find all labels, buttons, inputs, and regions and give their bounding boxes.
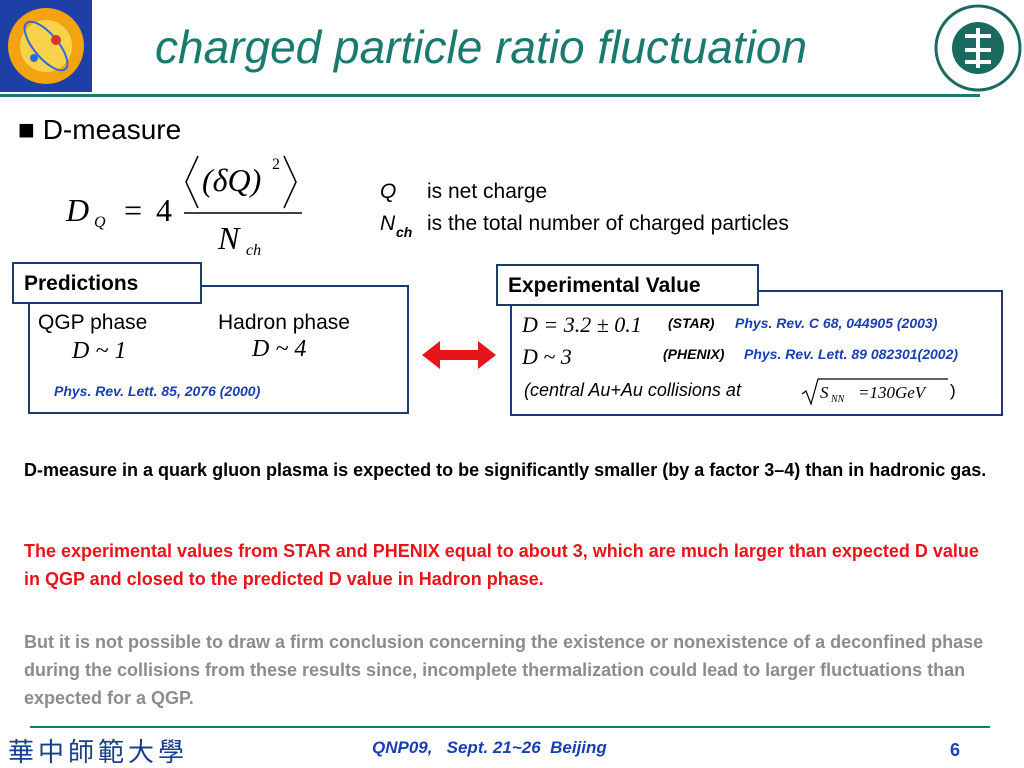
experimental-value: D = 3.2 ± 0.1 bbox=[522, 312, 642, 337]
formula-factor: 4 bbox=[156, 192, 172, 228]
sqrt-sign bbox=[801, 378, 948, 406]
experiment: (STAR) bbox=[668, 315, 715, 331]
column-value: D ~ 1 bbox=[72, 338, 127, 364]
title-rule bbox=[0, 94, 980, 97]
formula-denominator: N bbox=[218, 220, 240, 256]
paragraph: D-measure in a quark gluon plasma is exp… bbox=[24, 460, 987, 480]
formula-symbol: D bbox=[66, 192, 90, 228]
footer-rule bbox=[30, 726, 990, 728]
bullet-text: D-measure bbox=[42, 114, 182, 145]
definition-symbol: N bbox=[380, 212, 396, 235]
footer-logo-text: 華中師範大學 bbox=[8, 738, 189, 767]
definition-text: is the total number of charged particles bbox=[427, 212, 789, 235]
bullet: ■ D-measure bbox=[18, 114, 182, 145]
formula-subscript: Q bbox=[94, 214, 106, 231]
definition-subscript: ch bbox=[396, 224, 413, 240]
formula-denominator-subscript: ch bbox=[246, 242, 262, 259]
formula-exponent: 2 bbox=[272, 156, 280, 173]
left-logo bbox=[0, 0, 92, 92]
experiment: (PHENIX) bbox=[663, 346, 725, 362]
double-arrow bbox=[422, 341, 496, 369]
page-number: 6 bbox=[950, 740, 961, 760]
title: charged particle ratio fluctuation bbox=[155, 21, 808, 73]
definition-text: is net charge bbox=[427, 180, 548, 203]
formula-equals: = bbox=[124, 192, 143, 228]
formula-numerator: (δQ) bbox=[202, 162, 262, 198]
experimental-value: D ~ 3 bbox=[522, 344, 572, 369]
experimental-label: Experimental Value bbox=[496, 264, 759, 306]
paragraph: The experimental values from STAR and PH… bbox=[24, 541, 979, 589]
conference: QNP09, Sept. 21~26 Beijing bbox=[372, 738, 607, 757]
paragraph: But it is not possible to draw a firm co… bbox=[24, 632, 984, 708]
reference: Phys. Rev. C 68, 044905 (2003) bbox=[735, 315, 938, 331]
column-name: Hadron phase bbox=[218, 311, 350, 334]
column-value: D ~ 4 bbox=[252, 336, 307, 362]
formula-brackets bbox=[184, 155, 302, 214]
energy-subscript: NN bbox=[831, 394, 845, 405]
column-name: QGP phase bbox=[38, 311, 148, 334]
energy-value: =130GeV bbox=[858, 383, 926, 402]
predictions-box bbox=[28, 285, 409, 414]
reference: Phys. Rev. Lett. 85, 2076 (2000) bbox=[54, 383, 261, 399]
right-logo bbox=[934, 4, 1022, 92]
reference: Phys. Rev. Lett. 89 082301(2002) bbox=[744, 346, 959, 362]
note: (central Au+Au collisions at bbox=[524, 380, 741, 400]
note-end: ) bbox=[950, 381, 956, 400]
energy-symbol: S bbox=[820, 383, 829, 402]
definition-symbol: Q bbox=[380, 180, 397, 203]
predictions-label: Predictions bbox=[12, 262, 202, 304]
